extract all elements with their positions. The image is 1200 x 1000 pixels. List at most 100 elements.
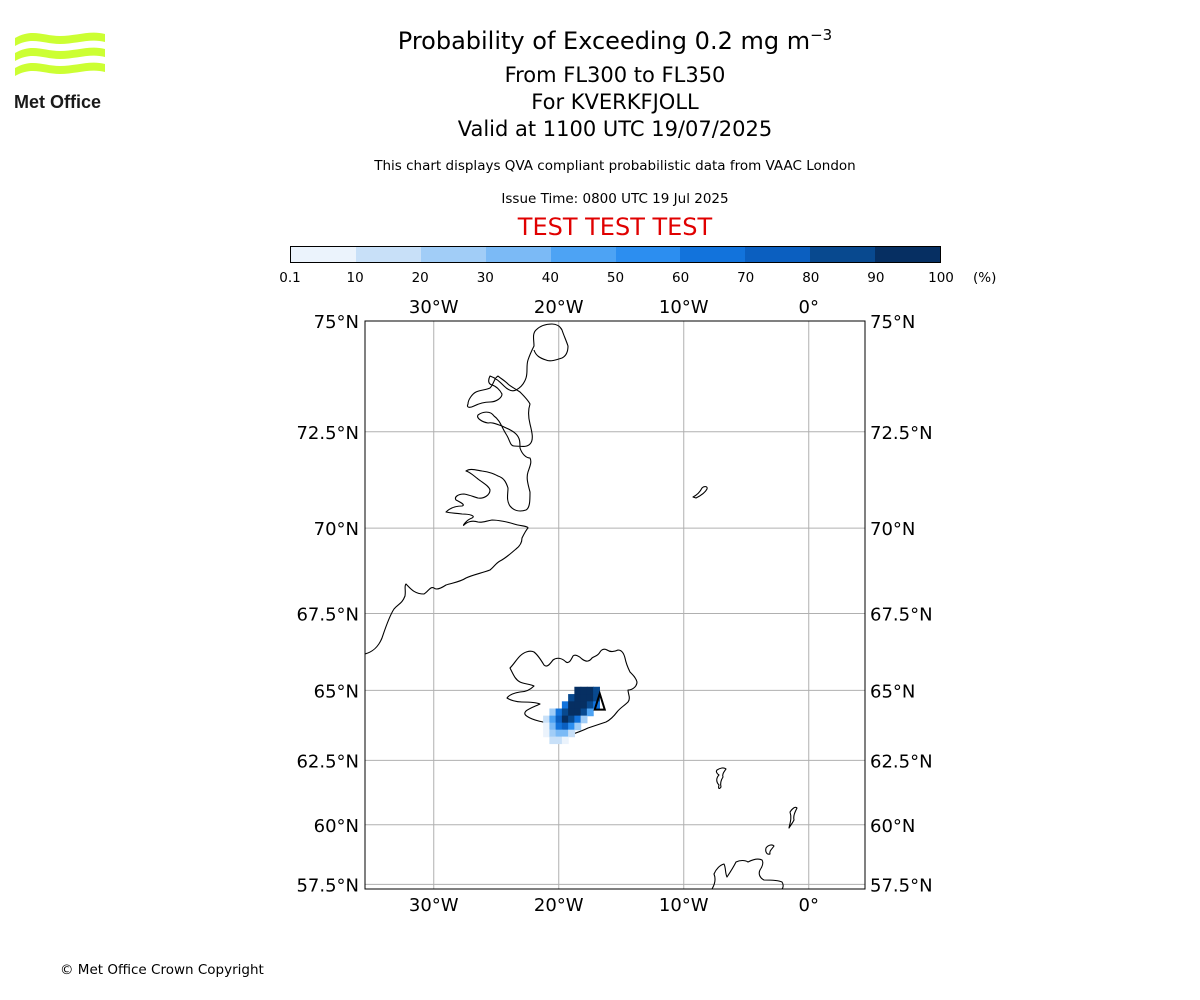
- probability-cell: [586, 701, 594, 710]
- probability-cell: [549, 729, 557, 738]
- colorbar-tick-label: 20: [411, 270, 429, 286]
- colorbar-tick-label: 80: [802, 270, 820, 286]
- colorbar-unit: (%): [973, 270, 997, 286]
- probability-cell: [561, 708, 569, 717]
- lon-label-bottom: 0°: [799, 895, 819, 916]
- probability-cell: [574, 686, 582, 695]
- volcano-triangle-icon: [593, 690, 607, 711]
- chart-title: Probability of Exceeding 0.2 mg m−3: [0, 26, 1200, 55]
- probability-cell: [568, 722, 575, 731]
- map-gridlines: [365, 320, 865, 889]
- probability-cell: [568, 694, 575, 702]
- chart-description: This chart displays QVA compliant probab…: [374, 158, 856, 174]
- colorbar-tick-label: 60: [672, 270, 690, 286]
- colorbar-bin-2: [420, 247, 486, 262]
- probability-cell: [549, 715, 557, 724]
- probability-cell: [555, 715, 563, 724]
- lat-label-left: 72.5°N: [296, 423, 359, 444]
- colorbar-tick-label: 70: [737, 270, 755, 286]
- probability-cell: [555, 708, 563, 717]
- lat-label-left: 65°N: [314, 681, 359, 702]
- probability-cell: [593, 686, 600, 695]
- probability-cell: [574, 708, 582, 717]
- scotland-coastline: [711, 858, 784, 889]
- probability-cell: [593, 694, 600, 702]
- lon-label-bottom: 30°W: [409, 895, 459, 916]
- probability-cell: [555, 729, 563, 738]
- copyright-notice: © Met Office Crown Copyright: [60, 962, 264, 978]
- colorbar-bin-4: [550, 247, 616, 262]
- lat-label-left: 75°N: [314, 312, 359, 333]
- colorbar-tick-label: 10: [346, 270, 364, 286]
- probability-field: [543, 686, 600, 745]
- probability-cell: [580, 694, 588, 702]
- lon-label-top: 20°W: [534, 297, 584, 318]
- flight-level-range: From FL300 to FL350: [504, 63, 726, 87]
- lat-label-right: 70°N: [870, 519, 915, 540]
- colorbar-tick-label: 40: [541, 270, 559, 286]
- svg-text:Met Office: Met Office: [14, 92, 101, 112]
- colorbar-bin-8: [810, 247, 876, 262]
- lat-label-left: 70°N: [314, 519, 359, 540]
- probability-cell: [568, 729, 575, 738]
- met-office-waves-icon: Met Office: [14, 32, 105, 112]
- probability-cell: [561, 701, 569, 710]
- probability-cell: [561, 722, 569, 731]
- colorbar-bin-9: [875, 247, 941, 262]
- probability-cell: [580, 708, 588, 717]
- probability-cell: [586, 708, 594, 717]
- probability-cell: [561, 736, 569, 745]
- volcano-name: For KVERKFJOLL: [531, 90, 699, 114]
- lat-label-left: 67.5°N: [296, 605, 359, 626]
- lon-label-bottom: 20°W: [534, 895, 584, 916]
- colorbar-tick-label: 0.1: [279, 270, 301, 286]
- probability-cell: [568, 715, 575, 724]
- probability-cell: [549, 736, 557, 745]
- lon-label-top: 30°W: [409, 297, 459, 318]
- colorbar-bin-0: [291, 247, 356, 262]
- lat-label-right: 57.5°N: [870, 875, 933, 896]
- probability-cell: [580, 701, 588, 710]
- probability-cell: [586, 694, 594, 702]
- probability-cell: [580, 686, 588, 695]
- test-banner: TEST TEST TEST: [517, 213, 713, 241]
- colorbar: [290, 246, 941, 263]
- shetland-coastline: [788, 806, 798, 829]
- colorbar-tick-label: 100: [928, 270, 954, 286]
- lat-label-right: 67.5°N: [870, 605, 933, 626]
- probability-cell: [586, 686, 594, 695]
- probability-cell: [555, 722, 563, 731]
- colorbar-bin-5: [615, 247, 681, 262]
- faroe-islands-coastline: [715, 767, 727, 790]
- probability-cell: [561, 729, 569, 738]
- lon-label-bottom: 10°W: [659, 895, 709, 916]
- lat-label-right: 62.5°N: [870, 751, 933, 772]
- colorbar-bin-6: [680, 247, 746, 262]
- probability-cell: [549, 722, 557, 731]
- lon-label-top: 10°W: [659, 297, 709, 318]
- iceland-coastline: [506, 648, 638, 736]
- title-main: Probability of Exceeding 0.2 mg m: [397, 27, 811, 55]
- colorbar-tick-label: 50: [606, 270, 625, 286]
- map-axis-labels: 30°W 30°W 20°W 20°W 10°W 10°W 0° 0° 75°N 75°N 72.5…: [296, 297, 932, 916]
- probability-cell: [568, 708, 575, 717]
- greenland-coastline: [365, 323, 569, 655]
- probability-cell: [574, 715, 582, 724]
- orkney-coastline: [765, 844, 775, 855]
- colorbar-bin-7: [745, 247, 811, 262]
- probability-cell: [555, 736, 563, 745]
- probability-cell: [543, 715, 550, 724]
- lat-label-right: 72.5°N: [870, 423, 933, 444]
- probability-cell: [568, 701, 575, 710]
- probability-cell: [580, 715, 588, 724]
- probability-cell: [549, 708, 557, 717]
- lat-label-right: 60°N: [870, 816, 915, 837]
- lat-label-left: 57.5°N: [296, 875, 359, 896]
- title-exponent: −3: [810, 26, 833, 44]
- colorbar-bin-3: [485, 247, 551, 262]
- map-frame: [364, 320, 866, 890]
- colorbar-bin-1: [355, 247, 421, 262]
- valid-time: Valid at 1100 UTC 19/07/2025: [457, 117, 773, 141]
- colorbar-tick-label: 30: [476, 270, 494, 286]
